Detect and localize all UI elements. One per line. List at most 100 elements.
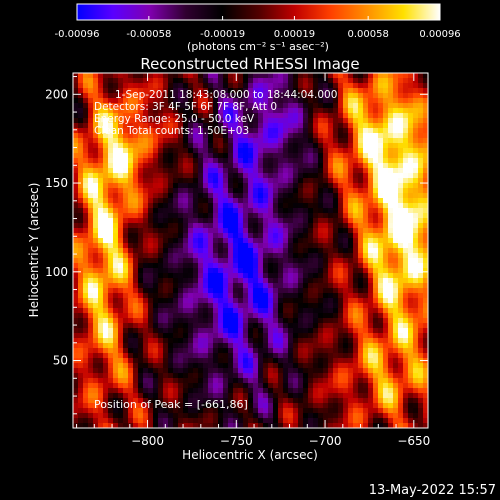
heatmap-cell [263, 368, 269, 374]
heatmap-cell [313, 158, 319, 164]
heatmap-cell [158, 263, 164, 269]
heatmap-cell [78, 343, 84, 349]
heatmap-cell [298, 158, 304, 164]
heatmap-cell [263, 123, 269, 129]
heatmap-cell [348, 398, 354, 404]
heatmap-cell [258, 288, 264, 294]
heatmap-cell [73, 153, 79, 159]
heatmap-cell [368, 88, 374, 94]
heatmap-cell [358, 408, 364, 414]
heatmap-cell [213, 208, 219, 214]
heatmap-cell [283, 163, 289, 169]
heatmap-cell [128, 328, 134, 334]
heatmap-cell [303, 408, 309, 414]
heatmap-cell [313, 213, 319, 219]
heatmap-cell [398, 333, 404, 339]
heatmap-cell [278, 98, 284, 104]
heatmap-cell [373, 98, 379, 104]
heatmap-cell [103, 343, 109, 349]
heatmap-cell [288, 348, 294, 354]
heatmap-cell [393, 123, 399, 129]
heatmap-cell [173, 218, 179, 224]
heatmap-cell [408, 133, 414, 139]
heatmap-cell [123, 273, 129, 279]
heatmap-cell [258, 123, 264, 129]
heatmap-cell [148, 418, 154, 424]
heatmap-cell [178, 158, 184, 164]
heatmap-cell [128, 368, 134, 374]
heatmap-cell [143, 308, 149, 314]
heatmap-cell [413, 268, 419, 274]
heatmap-cell [218, 93, 224, 99]
heatmap-cell [313, 268, 319, 274]
heatmap-cell [308, 83, 314, 89]
heatmap-cell [148, 353, 154, 359]
heatmap-cell [128, 268, 134, 274]
heatmap-cell [393, 288, 399, 294]
heatmap-cell [398, 233, 404, 239]
heatmap-cell [103, 373, 109, 379]
heatmap-cell [163, 228, 169, 234]
heatmap-cell [263, 358, 269, 364]
heatmap-cell [393, 273, 399, 279]
heatmap-cell [403, 98, 409, 104]
heatmap-cell [223, 148, 229, 154]
heatmap-cell [273, 313, 279, 319]
heatmap-cell [273, 98, 279, 104]
heatmap-cell [203, 298, 209, 304]
heatmap-cell [308, 128, 314, 134]
heatmap-cell [393, 343, 399, 349]
heatmap-cell [238, 268, 244, 274]
heatmap-cell [113, 228, 119, 234]
heatmap-cell [308, 408, 314, 414]
heatmap-cell [123, 173, 129, 179]
heatmap-cell [423, 143, 428, 149]
heatmap-cell [88, 283, 94, 289]
heatmap-cell [108, 108, 114, 114]
heatmap-cell [398, 163, 404, 169]
heatmap-cell [133, 358, 139, 364]
heatmap-cell [268, 398, 274, 404]
heatmap-cell [348, 258, 354, 264]
heatmap-cell [418, 183, 424, 189]
heatmap-cell [193, 158, 199, 164]
heatmap-cell [203, 288, 209, 294]
heatmap-cell [408, 298, 414, 304]
heatmap-cell [358, 353, 364, 359]
heatmap-cell [393, 118, 399, 124]
heatmap-cell [268, 253, 274, 259]
heatmap-cell [168, 298, 174, 304]
heatmap-cell [123, 268, 129, 274]
heatmap-cell [238, 398, 244, 404]
heatmap-cell [363, 108, 369, 114]
heatmap-cell [313, 398, 319, 404]
heatmap-cell [118, 223, 124, 229]
heatmap-cell [238, 83, 244, 89]
heatmap-cell [168, 108, 174, 114]
heatmap-cell [88, 258, 94, 264]
heatmap-cell [418, 353, 424, 359]
heatmap-cell [73, 103, 79, 109]
heatmap-cell [213, 128, 219, 134]
heatmap-cell [353, 413, 359, 419]
heatmap-cell [343, 183, 349, 189]
heatmap-cell [103, 113, 109, 119]
heatmap-cell [293, 293, 299, 299]
heatmap-cell [243, 148, 249, 154]
heatmap-cell [203, 148, 209, 154]
heatmap-cell [383, 333, 389, 339]
heatmap-cell [363, 193, 369, 199]
heatmap-cell [298, 368, 304, 374]
heatmap-cell [138, 233, 144, 239]
heatmap-cell [203, 118, 209, 124]
heatmap-cell [218, 198, 224, 204]
heatmap-cell [118, 353, 124, 359]
heatmap-cell [193, 353, 199, 359]
heatmap-cell [413, 178, 419, 184]
heatmap-cell [298, 128, 304, 134]
heatmap-cell [418, 378, 424, 384]
heatmap-cell [143, 108, 149, 114]
heatmap-cell [243, 188, 249, 194]
heatmap-cell [288, 253, 294, 259]
heatmap-cell [423, 293, 428, 299]
